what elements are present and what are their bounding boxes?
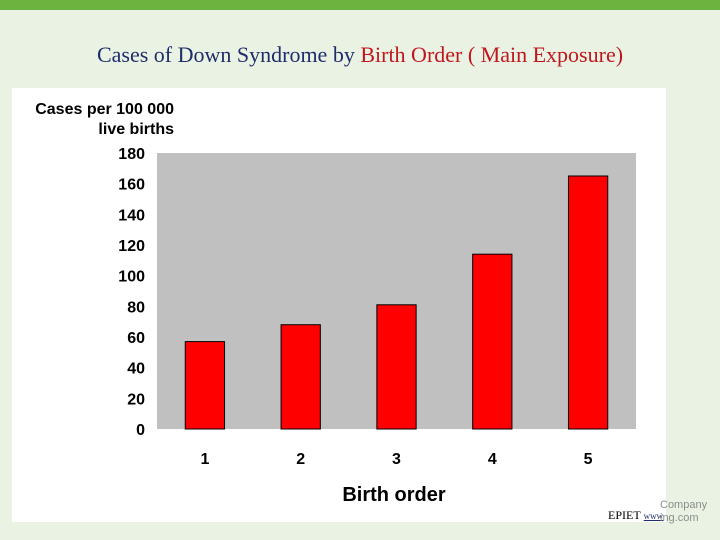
x-tick-label: 2 xyxy=(296,451,305,468)
footer-source: EPIET www xyxy=(608,508,663,523)
watermark: Company ing.com xyxy=(660,499,720,525)
y-tick-label: 180 xyxy=(118,146,145,163)
chart-card: Cases per 100 000 live births 0 20 40 60 80 1… xyxy=(12,88,666,522)
x-tick-label: 1 xyxy=(200,451,209,468)
bar xyxy=(567,175,609,430)
watermark-line1: Company xyxy=(660,499,708,511)
slide-title-part1: Cases of Down Syndrome by xyxy=(96,42,361,67)
y-tick-label: 20 xyxy=(127,391,145,408)
bar-chart: 0 20 40 60 80 100 120 140 160 180 1 2 3 4 5 xyxy=(118,146,636,468)
y-tick-label: 120 xyxy=(118,238,145,255)
y-tick-label: 160 xyxy=(118,177,145,194)
y-axis-label-line1: Cases per 100 000 xyxy=(35,101,174,118)
x-tick-label: 5 xyxy=(584,451,593,468)
x-tick-label: 4 xyxy=(488,451,497,468)
y-tick-label: 140 xyxy=(118,207,145,224)
footer-link[interactable]: www xyxy=(643,511,664,521)
watermark-line2: ing.com xyxy=(660,512,699,524)
bar xyxy=(472,253,513,430)
bar xyxy=(376,304,417,430)
bar xyxy=(184,341,226,430)
x-axis-label: Birth order xyxy=(342,484,446,506)
slide-title-part2: Birth Order ( Main Exposure) xyxy=(360,42,624,67)
y-axis-label-line2: live births xyxy=(98,121,174,138)
y-tick-label: 60 xyxy=(127,330,145,347)
slide-title: Cases of Down Syndrome by Birth Order ( … xyxy=(0,42,720,68)
y-tick-label: 100 xyxy=(118,269,145,286)
y-tick-label: 80 xyxy=(127,299,145,316)
top-accent-bar xyxy=(0,0,720,10)
bar xyxy=(280,324,321,430)
y-tick-label: 40 xyxy=(127,361,145,378)
y-tick-label: 0 xyxy=(136,422,145,439)
footer-source-text: EPIET xyxy=(608,508,641,522)
x-tick-label: 3 xyxy=(392,451,401,468)
y-axis-label: Cases per 100 000 live births xyxy=(24,100,174,140)
